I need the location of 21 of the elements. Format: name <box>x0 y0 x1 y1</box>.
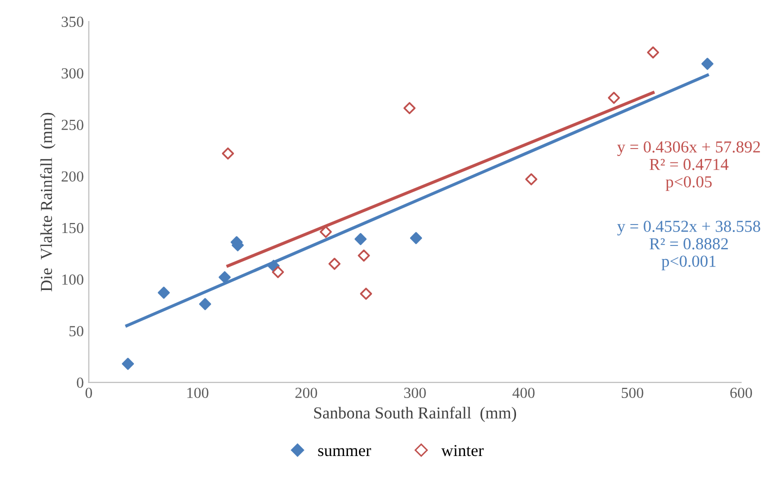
x-tick-label: 400 <box>512 388 535 398</box>
y-tick-label: 250 <box>62 120 84 130</box>
y-tick-label: 150 <box>62 222 84 234</box>
y-tick-label: 50 <box>70 326 84 336</box>
y-axis-title: Die Vlakte Rainfall (mm) <box>40 112 56 292</box>
y-tick-label: 350 <box>62 16 84 27</box>
y-tick-label: 0 <box>76 378 84 388</box>
legend-label: summer <box>318 448 372 456</box>
x-tick-label: 0 <box>86 388 92 398</box>
y-tick-label: 100 <box>62 274 84 285</box>
annotation: y = 0.4552x + 38.558 R² = 0.8882 p<0.001 <box>617 220 760 270</box>
x-tick-label: 200 <box>295 388 318 398</box>
annotation: y = 0.4306x + 57.892 R² = 0.4714 p<0.05 <box>617 141 760 191</box>
x-tick-label: 600 <box>730 388 752 398</box>
x-tick-label: 500 <box>622 388 644 398</box>
x-tick-label: 100 <box>187 388 208 398</box>
x-tick-label: 300 <box>404 388 426 398</box>
x-axis-title: Sanbona South Rainfall (mm) <box>314 406 516 422</box>
y-tick-label: 300 <box>62 68 84 79</box>
legend-label: winter <box>441 444 484 456</box>
y-tick-label: 200 <box>62 171 84 182</box>
